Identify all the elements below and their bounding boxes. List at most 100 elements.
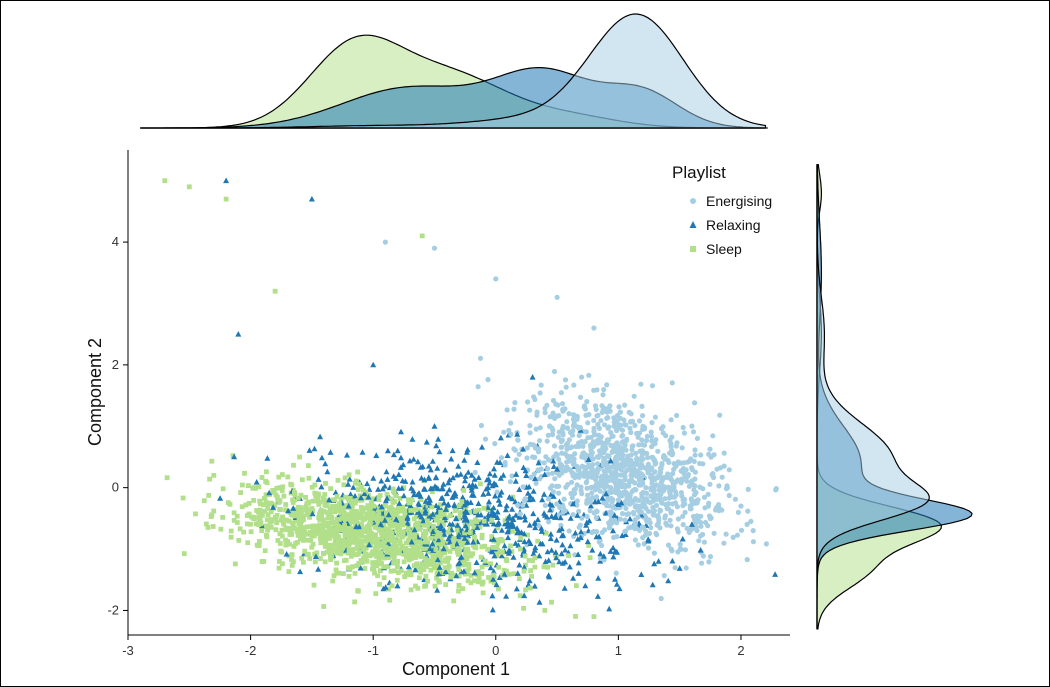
point-sleep <box>301 535 306 541</box>
point-relaxing <box>619 532 626 539</box>
point-relaxing <box>470 538 477 545</box>
point-energising <box>574 416 580 422</box>
point-relaxing <box>597 550 604 557</box>
point-sleep <box>325 515 331 521</box>
point-sleep <box>258 510 264 516</box>
point-relaxing <box>443 506 449 512</box>
point-sleep <box>397 548 402 554</box>
point-energising <box>711 474 717 481</box>
point-energising <box>646 468 652 474</box>
point-energising <box>563 484 569 490</box>
point-sleep <box>397 506 403 512</box>
point-sleep <box>333 567 339 573</box>
point-sleep <box>425 503 431 509</box>
point-sleep <box>350 547 356 552</box>
point-sleep <box>359 484 364 490</box>
point-relaxing <box>538 528 545 534</box>
point-energising <box>674 412 680 419</box>
point-relaxing <box>464 539 471 545</box>
point-energising <box>632 422 638 429</box>
point-energising <box>584 492 591 498</box>
point-relaxing <box>463 449 470 455</box>
point-sleep <box>329 553 334 559</box>
point-energising <box>700 486 706 492</box>
point-sleep <box>332 497 338 503</box>
point-energising <box>579 491 585 497</box>
point-energising <box>572 451 578 457</box>
point-sleep <box>283 502 289 507</box>
point-relaxing <box>406 457 413 464</box>
point-energising <box>563 384 569 390</box>
point-relaxing <box>471 569 478 576</box>
point-sleep <box>423 528 428 534</box>
point-energising <box>600 392 606 398</box>
point-energising <box>677 546 684 552</box>
point-sleep <box>351 536 356 541</box>
point-energising <box>604 415 610 421</box>
point-relaxing <box>381 483 388 489</box>
point-energising <box>631 470 638 476</box>
point-relaxing <box>595 498 602 505</box>
point-energising <box>621 457 628 463</box>
point-energising <box>554 294 560 300</box>
point-relaxing <box>550 463 557 469</box>
point-relaxing <box>578 528 584 535</box>
point-energising <box>630 509 636 516</box>
point-relaxing <box>518 529 525 535</box>
point-sleep <box>262 508 268 514</box>
point-relaxing <box>361 490 368 497</box>
point-sleep <box>352 599 357 605</box>
point-sleep <box>422 556 428 561</box>
point-sleep <box>407 538 413 544</box>
point-relaxing <box>545 557 552 563</box>
point-sleep <box>180 495 186 501</box>
point-relaxing <box>419 463 426 470</box>
point-sleep <box>205 525 211 530</box>
point-relaxing <box>512 478 519 484</box>
point-energising <box>613 570 619 576</box>
point-sleep <box>485 546 491 552</box>
point-energising <box>566 411 572 417</box>
point-sleep <box>305 501 311 506</box>
point-sleep <box>496 586 501 592</box>
point-relaxing <box>469 491 475 498</box>
point-energising <box>512 400 518 406</box>
point-energising <box>707 554 714 560</box>
point-relaxing <box>377 521 384 527</box>
point-sleep <box>434 517 439 523</box>
point-relaxing <box>522 467 529 474</box>
point-energising <box>674 440 680 446</box>
point-sleep <box>388 496 393 502</box>
point-energising <box>579 374 585 380</box>
point-relaxing <box>453 540 460 547</box>
point-energising <box>738 503 744 509</box>
point-relaxing <box>465 469 472 475</box>
point-sleep <box>257 498 263 504</box>
point-sleep <box>435 563 441 568</box>
point-sleep <box>251 498 256 503</box>
point-sleep <box>397 496 403 501</box>
point-relaxing <box>463 516 470 522</box>
point-sleep <box>433 551 439 557</box>
point-energising <box>536 522 542 529</box>
point-sleep <box>209 458 215 464</box>
point-energising <box>498 455 505 461</box>
point-sleep <box>257 515 263 521</box>
point-energising <box>579 515 585 521</box>
point-relaxing <box>558 525 565 532</box>
point-energising <box>591 325 597 331</box>
point-relaxing <box>402 478 409 484</box>
point-sleep <box>440 539 446 545</box>
point-energising <box>589 466 595 472</box>
point-sleep <box>361 487 366 493</box>
point-sleep <box>342 529 348 535</box>
point-sleep <box>316 491 321 497</box>
point-relaxing <box>373 452 380 458</box>
point-relaxing <box>489 606 496 613</box>
density-y-sleep <box>816 164 942 630</box>
point-sleep <box>244 521 250 527</box>
point-energising <box>613 489 619 496</box>
point-energising <box>662 513 669 519</box>
